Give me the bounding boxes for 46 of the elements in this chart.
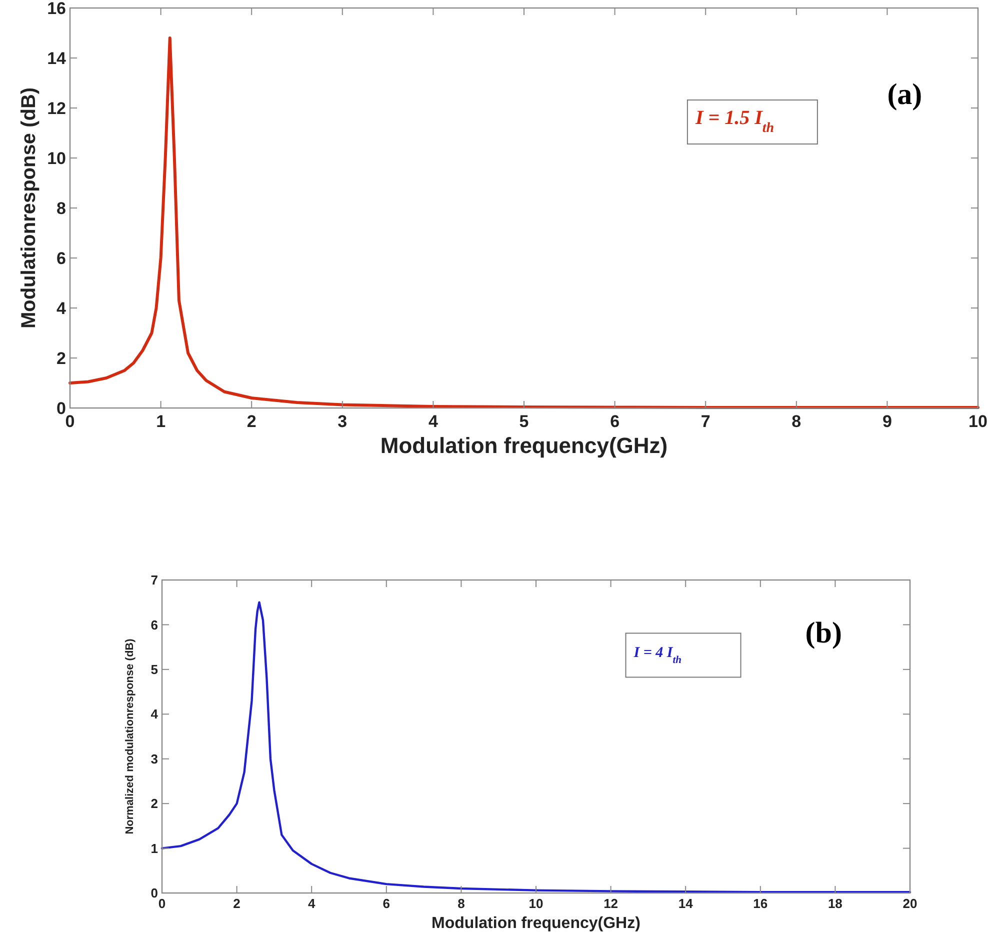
x-tick-label: 7: [700, 412, 710, 431]
x-tick-label: 3: [338, 412, 348, 431]
x-tick-label: 8: [792, 412, 802, 431]
x-axis-title: Modulation frequency(GHz): [432, 915, 640, 932]
x-tick-label: 5: [519, 412, 529, 431]
line-series: [68, 36, 980, 409]
x-tick-label: 4: [308, 896, 316, 911]
y-tick-label: 6: [56, 248, 66, 268]
text: I = 1.5 I$_{th}$: [694, 107, 774, 136]
y-tick-label: 4: [56, 298, 67, 318]
x-tick-label: 6: [382, 896, 390, 911]
y-tick-label: 12: [47, 98, 66, 118]
y-tick-label: 10: [47, 148, 66, 168]
y-tick-label: 1: [150, 840, 158, 856]
y-axis-title: Modulationresponse (dB): [18, 87, 40, 329]
y-tick-label: 8: [56, 198, 66, 218]
x-tick-label: 14: [678, 896, 694, 911]
x-tick-label: 18: [828, 896, 842, 911]
x-tick-label: 6: [610, 412, 620, 431]
x-tick-label: 20: [902, 896, 918, 911]
text: I = 4 I$_{th}$: [632, 645, 682, 666]
y-tick-label: 5: [150, 662, 158, 677]
annotation: (a): [887, 78, 922, 111]
x-tick-label: 9: [882, 412, 892, 431]
annotation: (b): [805, 616, 842, 650]
y-tick-label: 16: [47, 0, 66, 18]
x-tick-label: 2: [233, 896, 240, 911]
x-axis-title: Modulation frequency(GHz): [380, 433, 668, 458]
x-tick-label: 16: [753, 896, 768, 911]
x-tick-label: 2: [246, 412, 256, 431]
y-tick-label: 6: [150, 617, 158, 632]
x-tick-label: 8: [458, 896, 465, 911]
x-tick-label: 4: [428, 412, 438, 431]
y-tick-label: 4: [150, 706, 159, 722]
y-tick-label: 7: [150, 572, 158, 588]
y-tick-label: 0: [56, 398, 66, 418]
y-tick-label: 0: [150, 886, 158, 901]
y-tick-label: 2: [56, 348, 66, 368]
line-series: [160, 601, 912, 894]
y-axis-title: Normalized modulationresponse (dB): [124, 638, 136, 834]
y-tick-label: 2: [150, 796, 158, 812]
x-tick-label: 10: [968, 412, 988, 431]
y-tick-label: 3: [150, 751, 158, 766]
x-tick-label: 10: [528, 896, 544, 911]
x-tick-label: 12: [604, 896, 618, 911]
y-tick-label: 14: [47, 48, 67, 68]
